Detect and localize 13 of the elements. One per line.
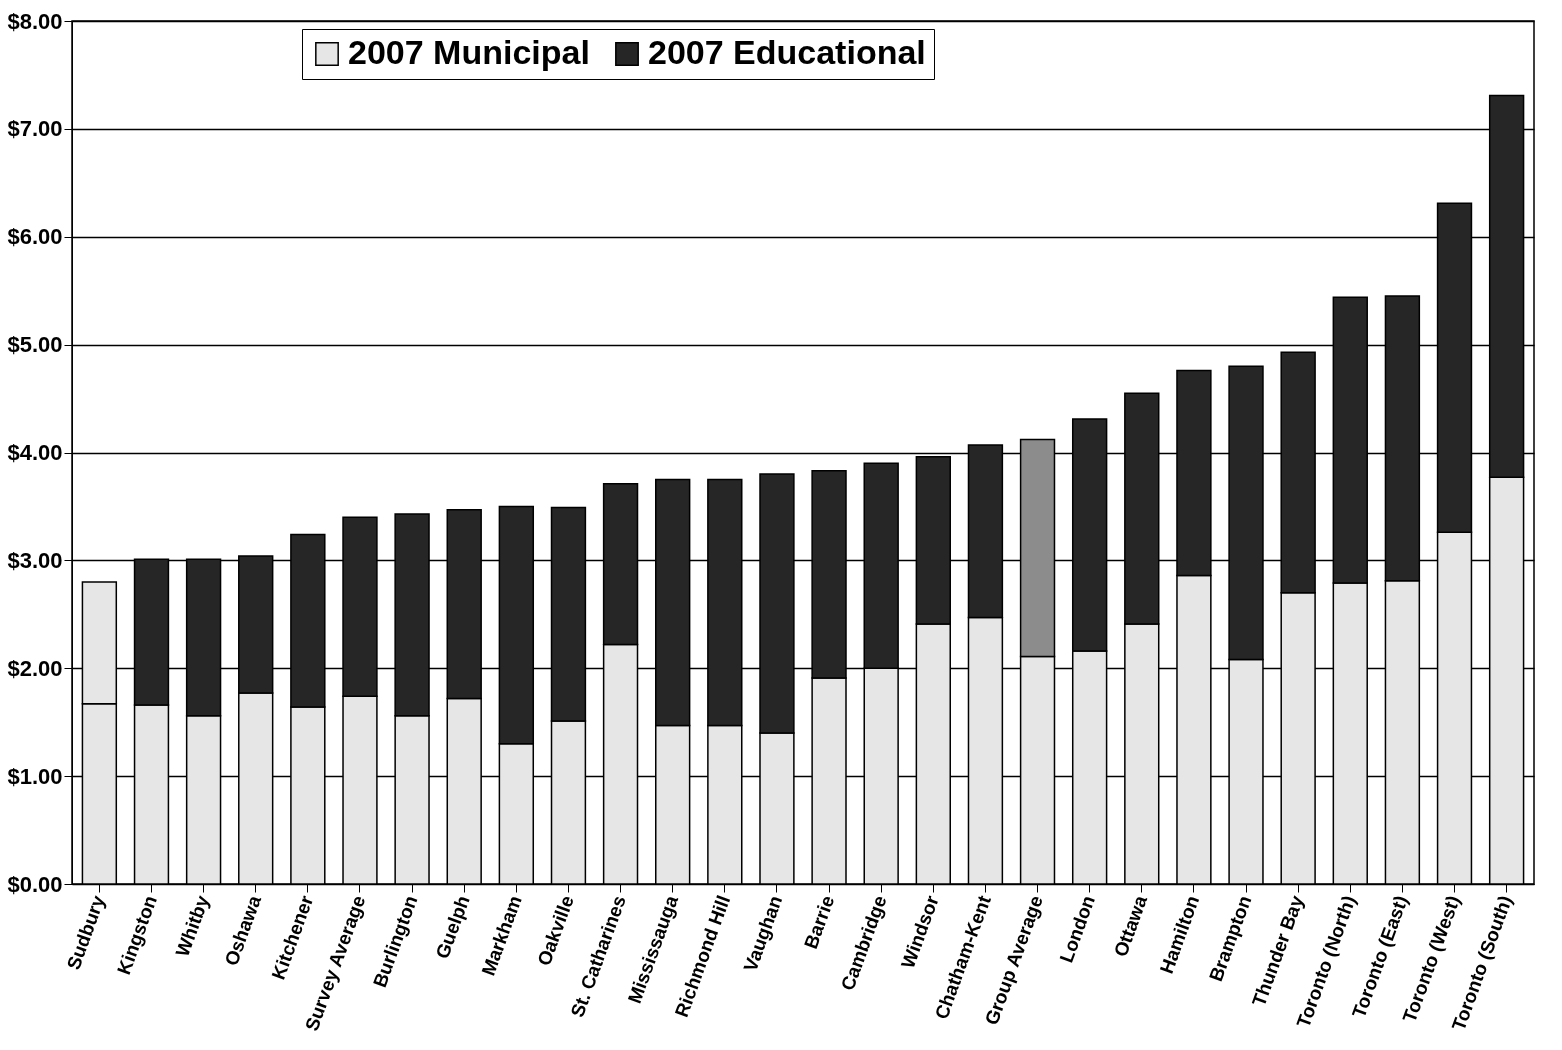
y-tick-label: $3.00: [7, 547, 63, 573]
x-tick-label: Barrie: [799, 892, 839, 952]
y-tick-label: $8.00: [7, 8, 63, 34]
legend-label: 2007 Municipal: [348, 33, 590, 71]
y-tick-label: $0.00: [7, 871, 63, 897]
y-tick-label: $6.00: [7, 224, 63, 250]
y-tick-label: $2.00: [7, 655, 63, 681]
y-tick-label: $4.00: [7, 440, 63, 465]
y-tick-label: $7.00: [7, 116, 63, 142]
legend-label: 2007 Educational: [648, 33, 926, 71]
y-tick-label: $1.00: [7, 763, 63, 789]
y-tick-label: $5.00: [7, 332, 63, 358]
x-tick-label: Ottawa: [1109, 892, 1152, 960]
